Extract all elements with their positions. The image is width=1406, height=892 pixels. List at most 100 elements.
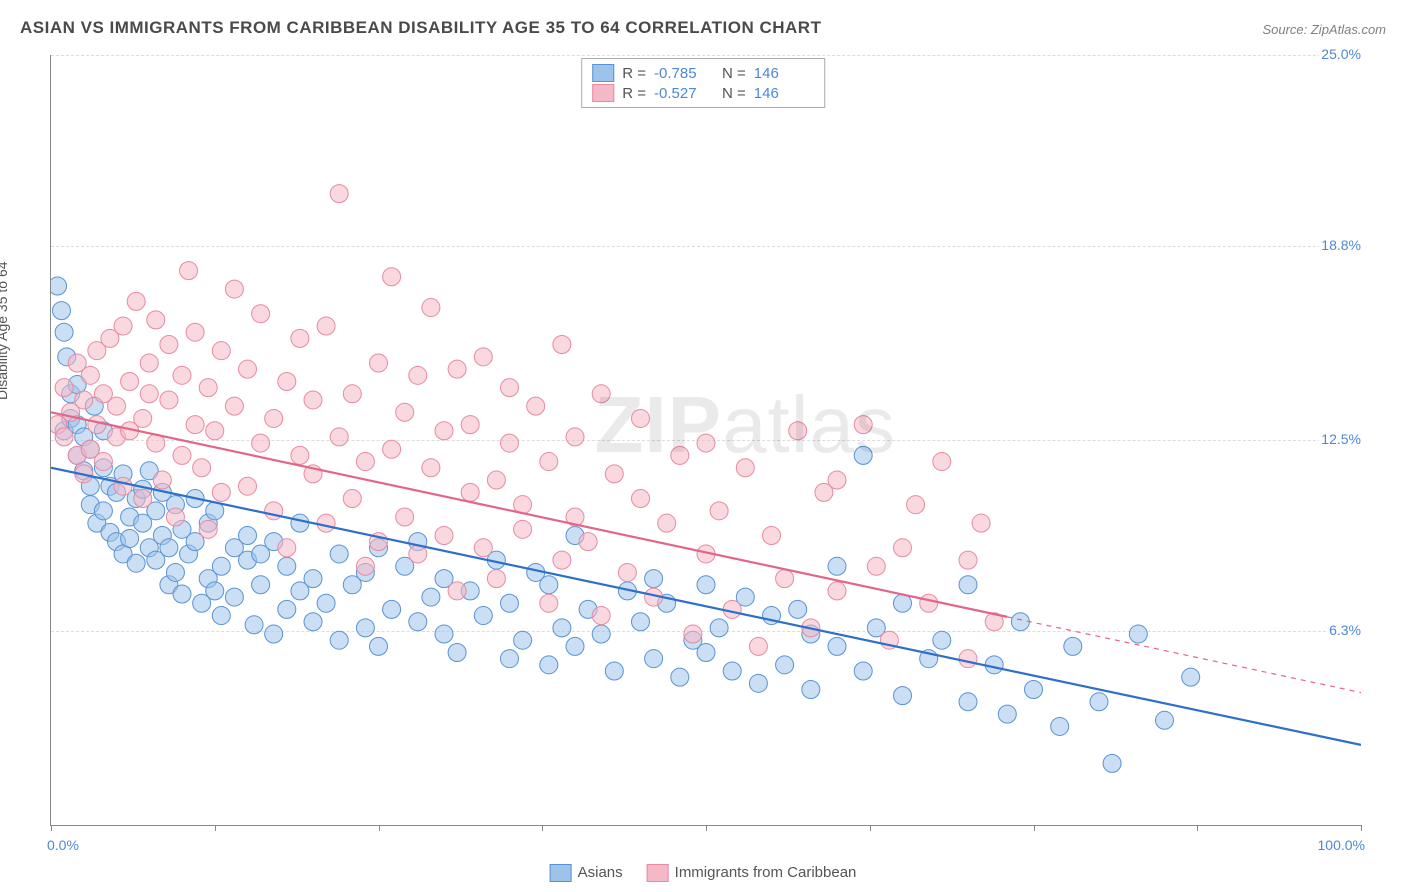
data-point	[370, 354, 388, 372]
data-point	[1129, 625, 1147, 643]
data-point	[239, 526, 257, 544]
data-point	[422, 588, 440, 606]
data-point	[239, 360, 257, 378]
data-point	[697, 434, 715, 452]
data-point	[579, 533, 597, 551]
data-point	[304, 613, 322, 631]
data-point	[959, 551, 977, 569]
data-point	[252, 434, 270, 452]
data-point	[265, 625, 283, 643]
data-point	[166, 508, 184, 526]
data-point	[802, 619, 820, 637]
data-point	[749, 637, 767, 655]
data-point	[383, 440, 401, 458]
data-point	[356, 619, 374, 637]
data-point	[55, 428, 73, 446]
data-point	[317, 317, 335, 335]
data-point	[540, 656, 558, 674]
swatch-caribbean	[592, 84, 614, 102]
data-point	[225, 280, 243, 298]
data-point	[501, 379, 519, 397]
data-point	[422, 459, 440, 477]
y-axis-title: Disability Age 35 to 64	[0, 261, 10, 400]
data-point	[383, 268, 401, 286]
data-point	[789, 600, 807, 618]
data-point	[566, 508, 584, 526]
legend-item-caribbean: Immigrants from Caribbean	[647, 864, 857, 882]
data-point	[501, 594, 519, 612]
data-point	[920, 650, 938, 668]
data-point	[959, 576, 977, 594]
x-label-min: 0.0%	[47, 837, 79, 853]
data-point	[265, 409, 283, 427]
data-point	[632, 409, 650, 427]
data-point	[317, 594, 335, 612]
data-point	[186, 416, 204, 434]
data-point	[330, 428, 348, 446]
data-point	[907, 496, 925, 514]
data-point	[173, 585, 191, 603]
data-point	[540, 594, 558, 612]
data-point	[959, 693, 977, 711]
data-point	[409, 545, 427, 563]
data-point	[435, 625, 453, 643]
data-point	[278, 539, 296, 557]
data-point	[828, 582, 846, 600]
data-point	[252, 576, 270, 594]
data-point	[632, 613, 650, 631]
data-point	[553, 619, 571, 637]
data-point	[55, 323, 73, 341]
data-point	[278, 600, 296, 618]
data-point	[199, 520, 217, 538]
data-point	[461, 483, 479, 501]
data-point	[474, 348, 492, 366]
data-point	[645, 650, 663, 668]
scatter-layer	[51, 55, 1361, 825]
x-label-max: 100.0%	[1318, 837, 1365, 853]
data-point	[618, 582, 636, 600]
data-point	[894, 687, 912, 705]
data-point	[396, 508, 414, 526]
data-point	[212, 557, 230, 575]
data-point	[343, 490, 361, 508]
legend-row-asians: R = -0.785 N = 146	[592, 63, 814, 83]
data-point	[514, 496, 532, 514]
data-point	[474, 539, 492, 557]
correlation-legend: R = -0.785 N = 146 R = -0.527 N = 146	[581, 58, 825, 108]
data-point	[514, 520, 532, 538]
data-point	[566, 637, 584, 655]
data-point	[134, 490, 152, 508]
source-label: Source: ZipAtlas.com	[1262, 22, 1386, 37]
data-point	[671, 668, 689, 686]
data-point	[140, 385, 158, 403]
data-point	[894, 539, 912, 557]
data-point	[894, 594, 912, 612]
data-point	[186, 490, 204, 508]
r-value-caribbean: -0.527	[654, 85, 714, 102]
data-point	[540, 453, 558, 471]
data-point	[245, 616, 263, 634]
data-point	[592, 385, 610, 403]
data-point	[212, 607, 230, 625]
chart-title: ASIAN VS IMMIGRANTS FROM CARIBBEAN DISAB…	[20, 18, 821, 38]
data-point	[710, 619, 728, 637]
data-point	[94, 502, 112, 520]
data-point	[206, 582, 224, 600]
data-point	[828, 557, 846, 575]
data-point	[920, 594, 938, 612]
data-point	[206, 502, 224, 520]
data-point	[632, 490, 650, 508]
data-point	[592, 607, 610, 625]
data-point	[553, 551, 571, 569]
data-point	[127, 292, 145, 310]
data-point	[763, 526, 781, 544]
data-point	[1156, 711, 1174, 729]
data-point	[933, 453, 951, 471]
data-point	[252, 305, 270, 323]
data-point	[225, 588, 243, 606]
data-point	[153, 471, 171, 489]
data-point	[55, 379, 73, 397]
data-point	[487, 471, 505, 489]
data-point	[933, 631, 951, 649]
data-point	[527, 397, 545, 415]
